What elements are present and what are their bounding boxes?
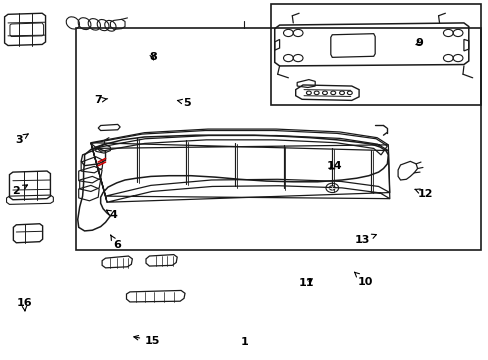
Text: 1: 1 (240, 337, 248, 347)
Text: 6: 6 (110, 235, 121, 250)
Text: 13: 13 (354, 234, 376, 245)
Text: 8: 8 (149, 52, 156, 62)
Text: 9: 9 (414, 38, 422, 48)
Text: 12: 12 (414, 189, 433, 199)
Text: 14: 14 (326, 161, 342, 171)
Text: 11: 11 (299, 278, 314, 288)
Text: 16: 16 (16, 298, 32, 311)
Text: 7: 7 (94, 95, 107, 105)
Text: 4: 4 (106, 210, 118, 220)
Text: 3: 3 (16, 134, 28, 145)
Text: 5: 5 (177, 98, 190, 108)
Text: 2: 2 (12, 185, 27, 197)
Text: 10: 10 (354, 272, 372, 287)
Bar (76, 28, 480, 250)
Text: 15: 15 (134, 336, 160, 346)
Bar (271, 4, 480, 105)
